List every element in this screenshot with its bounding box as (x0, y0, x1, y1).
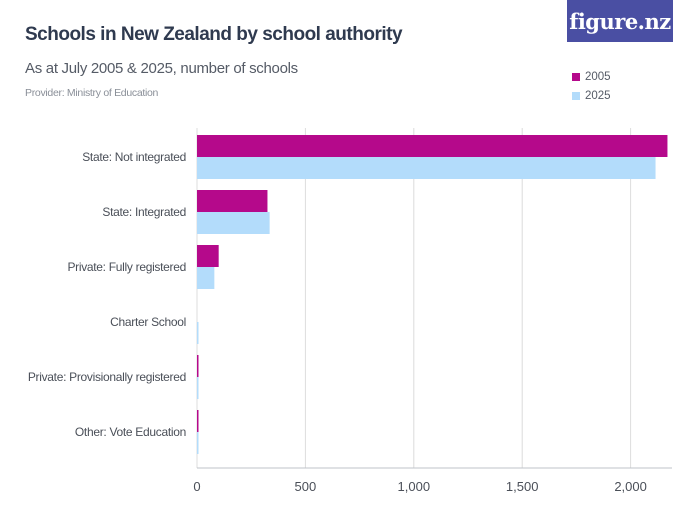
bar-2025-private-fully-registered (197, 267, 215, 289)
data-provider: Provider: Ministry of Education (25, 87, 159, 99)
bar-2025-state-integrated (197, 212, 270, 234)
bar-2005-private-provisionally-registered (197, 355, 199, 377)
chart-subtitle: As at July 2005 & 2025, number of school… (25, 60, 298, 77)
category-label: Charter School (110, 315, 186, 329)
category-label: State: Integrated (102, 205, 186, 219)
bar-2005-state-not-integrated (197, 135, 668, 157)
bar-2025-charter-school (197, 322, 199, 344)
bar-2025-other-vote-education (197, 432, 199, 454)
category-labels: State: Not integrated State: Integrated Pr… (28, 150, 186, 439)
x-axis-ticks: 0 500 1,000 1,500 2,000 (193, 479, 646, 494)
category-label: Private: Provisionally registered (28, 370, 186, 384)
figure-nz-logo[interactable]: figure.nz (567, 0, 673, 42)
x-tick-label: 2,000 (614, 479, 647, 494)
x-tick-label: 500 (295, 479, 317, 494)
bars (197, 135, 668, 454)
chart-legend: 2005 2025 (572, 67, 611, 105)
category-label: Other: Vote Education (75, 425, 186, 439)
category-label: State: Not integrated (82, 150, 186, 164)
bar-2025-private-provisionally-registered (197, 377, 199, 399)
legend-swatch-2025 (572, 91, 580, 100)
category-label: Private: Fully registered (67, 260, 186, 274)
legend-label-2025: 2025 (585, 89, 611, 102)
legend-item-2005: 2005 (572, 67, 611, 86)
bar-2005-state-integrated (197, 190, 268, 212)
x-tick-label: 1,500 (506, 479, 539, 494)
bar-2025-state-not-integrated (197, 157, 656, 179)
bar-2005-other-vote-education (197, 410, 199, 432)
bar-2005-private-fully-registered (197, 245, 219, 267)
legend-item-2025: 2025 (572, 86, 611, 105)
x-tick-label: 0 (193, 479, 200, 494)
legend-label-2005: 2005 (585, 70, 611, 83)
gridlines (196, 128, 672, 469)
chart-title: Schools in New Zealand by school authori… (25, 24, 403, 45)
legend-swatch-2005 (572, 72, 580, 81)
x-tick-label: 1,000 (398, 479, 431, 494)
